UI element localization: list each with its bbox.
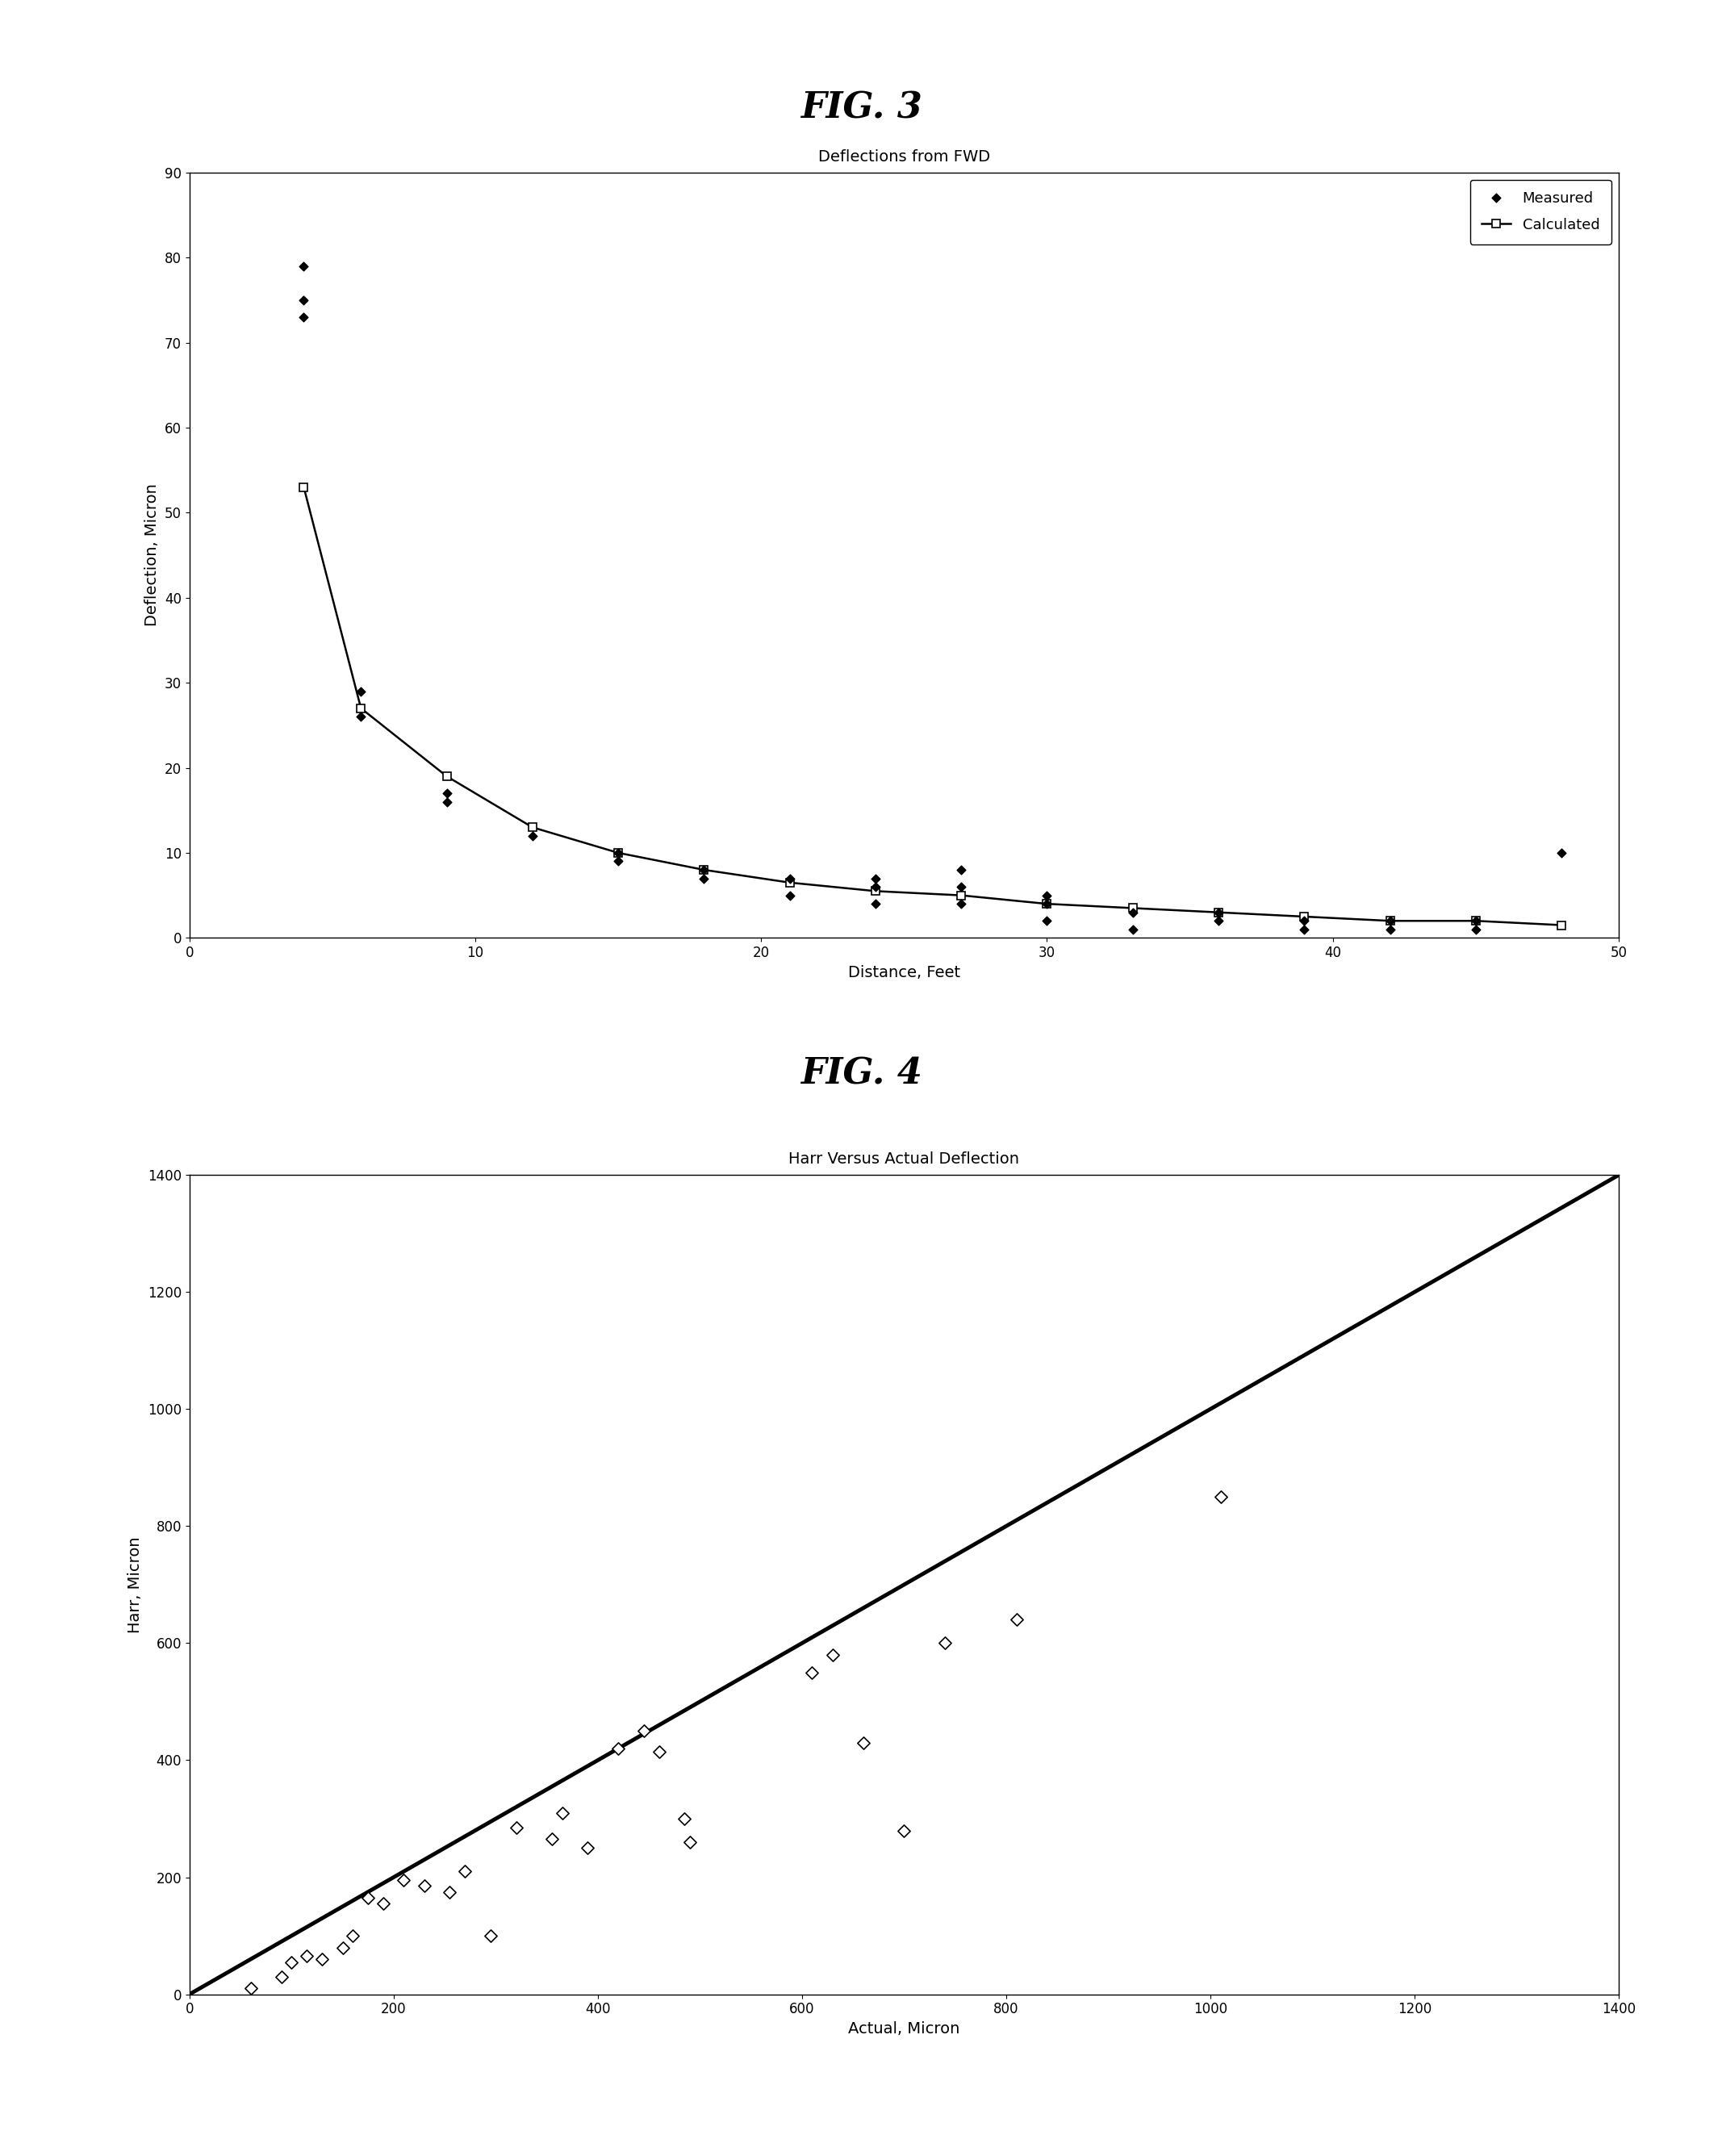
Measured (1376, 912, 1403, 946)
Measured (1462, 912, 1490, 946)
Calculated (293, 474, 313, 500)
Point (1002, 1602, 1030, 1636)
Point (646, 1733, 673, 1768)
Y-axis label: Deflection, Micron: Deflection, Micron (145, 483, 160, 627)
Measured (1119, 895, 1147, 929)
Point (277, 1945, 305, 1979)
Point (818, 1639, 846, 1673)
Measured (1548, 837, 1576, 871)
Point (355, 1880, 382, 1915)
Title: Deflections from FWD: Deflections from FWD (818, 149, 990, 164)
Point (573, 1830, 601, 1865)
Measured (1119, 912, 1147, 946)
Point (308, 1943, 336, 1977)
Calculated (780, 869, 801, 895)
Measured (861, 886, 889, 921)
Point (932, 1626, 959, 1660)
Measured (1205, 903, 1233, 938)
Measured (1205, 895, 1233, 929)
Measured (691, 852, 718, 886)
Calculated (1552, 912, 1572, 938)
Point (604, 1731, 632, 1766)
Measured (289, 300, 317, 334)
Measured (289, 282, 317, 317)
X-axis label: Distance, Feet: Distance, Feet (847, 964, 961, 981)
Calculated (1293, 903, 1314, 929)
Point (238, 1971, 265, 2005)
Point (890, 1813, 918, 1848)
Measured (777, 877, 804, 912)
Measured (691, 860, 718, 895)
Calculated (864, 877, 885, 903)
Text: FIG. 3: FIG. 3 (801, 91, 921, 125)
Measured (861, 860, 889, 895)
X-axis label: Actual, Micron: Actual, Micron (849, 2020, 959, 2037)
Point (293, 1938, 320, 1973)
Measured (947, 886, 975, 921)
Point (672, 1802, 699, 1837)
Measured (947, 869, 975, 903)
Measured (604, 845, 632, 880)
Calculated (1123, 895, 1143, 921)
Point (410, 1869, 437, 1904)
Calculated (436, 763, 456, 789)
Title: Harr Versus Actual Deflection: Harr Versus Actual Deflection (789, 1151, 1019, 1166)
Point (675, 1824, 703, 1858)
Point (503, 1811, 530, 1846)
Measured (348, 675, 375, 709)
Point (537, 1822, 565, 1856)
Point (389, 1863, 417, 1897)
Calculated (1209, 899, 1230, 925)
Measured (947, 852, 975, 886)
Measured (604, 837, 632, 871)
Measured (1290, 912, 1317, 946)
Calculated (694, 856, 715, 882)
Point (267, 1960, 294, 1994)
Point (329, 1930, 356, 1964)
Point (1207, 1479, 1235, 1514)
Point (451, 1854, 479, 1889)
Measured (348, 699, 375, 733)
Measured (1033, 903, 1061, 938)
Point (849, 1725, 876, 1759)
Calculated (608, 841, 629, 867)
Measured (1290, 903, 1317, 938)
Measured (432, 785, 460, 819)
Point (370, 1886, 398, 1921)
Legend: Measured, Calculated: Measured, Calculated (1471, 179, 1612, 244)
Measured (1033, 886, 1061, 921)
Calculated (1465, 908, 1486, 934)
Measured (777, 860, 804, 895)
Measured (1033, 877, 1061, 912)
Point (477, 1919, 505, 1953)
Text: FIG. 4: FIG. 4 (801, 1056, 921, 1091)
Point (799, 1656, 827, 1690)
Measured (861, 869, 889, 903)
Calculated (522, 815, 542, 841)
Calculated (1379, 908, 1400, 934)
Point (630, 1714, 658, 1749)
Measured (432, 776, 460, 811)
Calculated (951, 882, 971, 908)
Measured (1462, 903, 1490, 938)
Measured (289, 248, 317, 282)
Point (339, 1919, 367, 1953)
Measured (518, 819, 546, 854)
Y-axis label: Harr, Micron: Harr, Micron (127, 1537, 143, 1632)
Measured (1376, 903, 1403, 938)
Point (548, 1796, 575, 1830)
Point (436, 1874, 463, 1910)
Calculated (351, 694, 372, 720)
Line: Calculated: Calculated (300, 483, 1565, 929)
Calculated (1037, 890, 1057, 916)
